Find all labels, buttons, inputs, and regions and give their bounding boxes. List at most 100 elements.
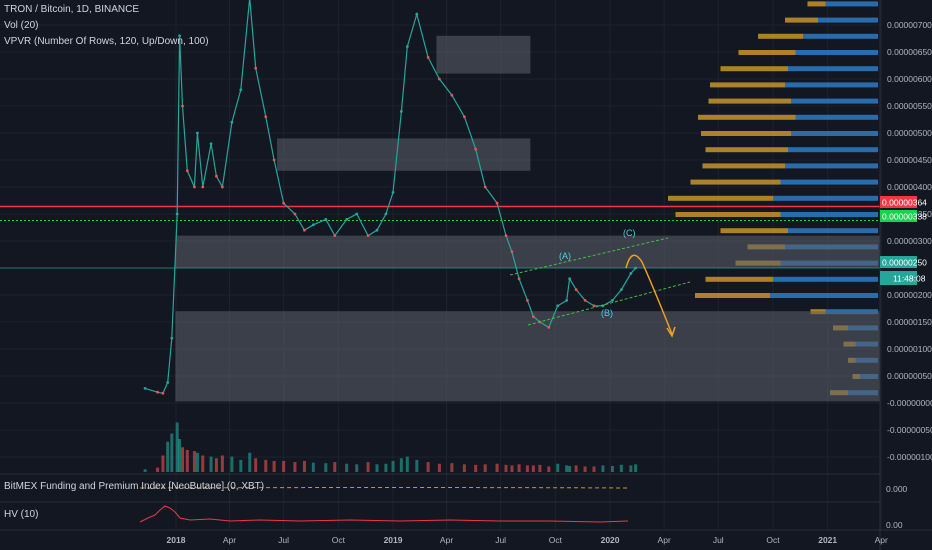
- y-tick-label-6: 0.00000400: [887, 182, 932, 192]
- vpvr-down-bar-0: [807, 1, 826, 7]
- wave-label-a: (A): [559, 251, 571, 261]
- price-point-43: [504, 234, 508, 238]
- price-point-25: [324, 218, 328, 221]
- vpvr-down-bar-14: [720, 228, 788, 234]
- vpvr-up-bar-10: [785, 163, 878, 169]
- vpvr-down-bar-3: [738, 50, 796, 55]
- price-point-9: [193, 185, 196, 189]
- price-point-31: [384, 212, 388, 216]
- volume-bar-9: [192, 451, 196, 472]
- last-price-badge-text: 0.00000250: [882, 258, 927, 268]
- vpvr-down-bar-11: [690, 179, 781, 185]
- volume-bar-21: [282, 461, 286, 472]
- price-point-30: [375, 228, 379, 232]
- volume-bar-49: [547, 466, 551, 472]
- y-tick-label-14: -0.00000050: [887, 425, 932, 435]
- volume-bar-51: [565, 465, 569, 472]
- volume-bar-11: [201, 455, 205, 472]
- price-point-19: [264, 115, 268, 119]
- price-point-16: [239, 88, 243, 92]
- channel-upper-line: [509, 237, 669, 276]
- red-line-badge: [880, 196, 917, 208]
- volume-bar-6: [178, 439, 182, 472]
- x-tick-label-2: Jul: [278, 535, 289, 545]
- price-point-23: [303, 228, 306, 232]
- price-point-24: [311, 223, 315, 227]
- price-point-33: [399, 110, 403, 113]
- price-point-42: [495, 201, 499, 205]
- price-point-49: [547, 326, 551, 329]
- price-point-39: [462, 115, 466, 119]
- volume-bar-3: [166, 441, 170, 472]
- volume-bar-29: [366, 462, 370, 472]
- volume-bar-60: [634, 464, 638, 472]
- x-tick-label-4: 2019: [384, 535, 403, 545]
- volume-bar-54: [583, 466, 587, 472]
- volume-bar-13: [214, 458, 218, 472]
- volume-bar-46: [525, 465, 529, 472]
- price-point-46: [526, 299, 529, 302]
- volume-bar-48: [538, 464, 542, 472]
- price-point-3: [166, 381, 170, 384]
- x-tick-label-6: Jul: [495, 535, 506, 545]
- price-point-58: [619, 288, 623, 291]
- y-tick-label-8: 0.00000300: [887, 236, 932, 246]
- vpvr-up-bar-9: [788, 147, 878, 153]
- vpvr-up-bar-0: [825, 1, 878, 7]
- volume-bar-8: [185, 450, 189, 472]
- x-tick-label-7: Oct: [549, 535, 563, 545]
- hv-legend[interactable]: HV (10): [4, 509, 39, 520]
- volume-bar-44: [510, 465, 514, 472]
- volume-bar-52: [568, 465, 572, 472]
- vpvr-down-bar-18: [695, 293, 770, 298]
- volume-bar-15: [230, 456, 234, 472]
- hv-axis-value: 0.00: [886, 520, 903, 530]
- volume-bar-19: [264, 459, 268, 472]
- y-tick-label-9: 0.00000200: [887, 290, 932, 300]
- projection-arrowhead: [666, 326, 676, 338]
- vpvr-up-bar-12: [773, 195, 878, 201]
- price-point-6: [178, 34, 181, 38]
- y-tick-label-0: 0.00000700: [887, 20, 932, 30]
- price-point-2: [161, 391, 165, 395]
- horizontal-lines: [0, 205, 880, 269]
- volume-bar-17: [248, 452, 252, 472]
- funding-legend[interactable]: BitMEX Funding and Premium Index [NeoBut…: [4, 481, 265, 492]
- vol-legend[interactable]: Vol (20): [4, 20, 39, 31]
- vpvr-legend[interactable]: VPVR (Number Of Rows, 120, Up/Down, 100): [4, 36, 209, 47]
- volume-bar-37: [437, 463, 441, 472]
- vpvr-up-bar-2: [803, 33, 878, 39]
- volume-bar-10: [195, 452, 199, 472]
- funding-axis-value: 0.000: [886, 484, 908, 494]
- volume-bar-25: [324, 463, 328, 472]
- vpvr-up-bar-4: [788, 66, 878, 72]
- volume-bar-40: [474, 464, 478, 472]
- x-tick-label-5: Apr: [440, 535, 453, 545]
- y-tick-label-13: -0.00000000: [887, 398, 932, 408]
- countdown-badge-text: 11:48:08: [893, 274, 926, 284]
- x-tick-label-8: 2020: [601, 535, 620, 545]
- price-point-53: [574, 288, 578, 291]
- wave-drawings: (A) (B) (C): [509, 228, 691, 338]
- time-axis[interactable]: 2018 Apr Jul Oct 2019 Apr Jul Oct 2020 Apr Jul Oct 2…: [167, 535, 888, 545]
- vpvr-up-bar-7: [795, 114, 878, 120]
- volume-bar-0: [143, 469, 147, 472]
- volume-bar-31: [384, 463, 388, 472]
- x-tick-label-12: 2021: [818, 535, 837, 545]
- x-tick-label-11: Oct: [766, 535, 780, 545]
- price-point-4: [170, 336, 174, 340]
- chart-title[interactable]: TRON / Bitcoin, 1D, BINANCE: [4, 4, 140, 15]
- volume-bar-4: [170, 433, 174, 472]
- price-point-51: [565, 299, 569, 302]
- price-point-5: [175, 212, 179, 216]
- price-point-15: [230, 120, 234, 124]
- vpvr-down-bar-2: [758, 33, 803, 39]
- vpvr-down-bar-6: [708, 98, 791, 104]
- y-tick-label-12: 0.00000050: [887, 371, 932, 381]
- zone-0: [436, 35, 531, 74]
- green-line-badge-text: 0.00000338: [882, 212, 927, 222]
- volume-bar-55: [592, 466, 596, 472]
- y-tick-label-11: 0.00000100: [887, 344, 932, 354]
